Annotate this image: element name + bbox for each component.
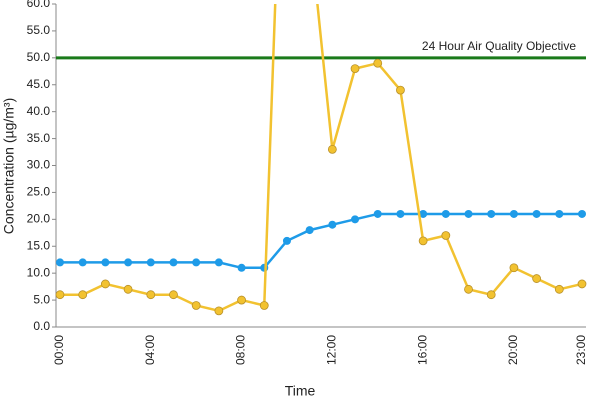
- data-point: [486, 290, 496, 300]
- data-point: [78, 290, 88, 300]
- data-point: [305, 226, 314, 235]
- plot-area: [55, 4, 587, 316]
- data-point: [509, 209, 518, 218]
- x-tick-label: 00:00: [52, 335, 66, 365]
- y-tick-label: 5.0: [33, 292, 50, 306]
- data-point: [578, 209, 586, 218]
- y-tick-label: 45.0: [27, 77, 51, 91]
- x-tick-label: 08:00: [234, 335, 248, 365]
- data-point: [441, 231, 451, 240]
- data-point: [282, 236, 291, 245]
- data-point: [577, 279, 587, 289]
- data-point: [214, 306, 224, 316]
- data-point: [555, 209, 564, 218]
- y-tick-label: 15.0: [27, 238, 51, 252]
- data-point: [259, 301, 269, 310]
- data-point: [328, 220, 337, 229]
- x-tick-label: 04:00: [143, 335, 157, 365]
- y-tick-label: 20.0: [27, 212, 51, 226]
- data-point: [532, 274, 542, 283]
- data-point: [237, 263, 246, 272]
- y-tick-label: 50.0: [27, 50, 51, 64]
- data-point: [169, 258, 178, 267]
- data-point: [169, 290, 178, 300]
- threshold-label: 24 Hour Air Quality Objective: [422, 39, 576, 53]
- y-axis-label: Concentration (µg/m³): [1, 98, 17, 234]
- data-point: [192, 258, 201, 267]
- data-point: [396, 209, 405, 218]
- data-point: [56, 258, 64, 267]
- data-point: [554, 284, 564, 294]
- data-point: [351, 215, 360, 224]
- data-point: [123, 284, 133, 294]
- x-tick-label: 16:00: [415, 335, 429, 365]
- data-point: [509, 263, 519, 273]
- y-tick-label: 40.0: [27, 104, 51, 118]
- data-point: [327, 144, 337, 154]
- data-point: [146, 290, 156, 300]
- x-axis-label: Time: [285, 383, 316, 399]
- series-line: [60, 212, 582, 270]
- data-point: [419, 209, 428, 218]
- y-tick-label: 10.0: [27, 265, 51, 279]
- data-point: [124, 258, 133, 267]
- data-point: [101, 258, 110, 267]
- data-point: [350, 64, 360, 73]
- data-point: [214, 258, 223, 267]
- data-point: [532, 209, 541, 218]
- x-tick-label: 12:00: [325, 335, 339, 365]
- data-point: [487, 209, 496, 218]
- x-tick-label: 23:00: [574, 335, 588, 365]
- y-tick-label: 0.0: [33, 319, 50, 333]
- data-point: [146, 258, 155, 267]
- data-point: [55, 290, 65, 300]
- data-point: [373, 58, 383, 68]
- data-point: [100, 279, 110, 289]
- y-tick-label: 30.0: [27, 158, 51, 172]
- data-point: [78, 258, 87, 267]
- data-point: [237, 295, 246, 305]
- y-tick-label: 25.0: [27, 185, 51, 199]
- data-point: [464, 209, 473, 218]
- data-point: [191, 301, 201, 310]
- data-point: [464, 284, 473, 294]
- x-tick-label: 20:00: [506, 335, 520, 365]
- y-tick-label: 60.0: [27, 0, 51, 10]
- data-point: [396, 85, 405, 95]
- y-tick-label: 35.0: [27, 131, 51, 145]
- data-point: [441, 209, 450, 218]
- data-point: [260, 263, 269, 272]
- data-point: [373, 209, 382, 218]
- data-point: [418, 236, 428, 246]
- y-tick-label: 55.0: [27, 23, 51, 37]
